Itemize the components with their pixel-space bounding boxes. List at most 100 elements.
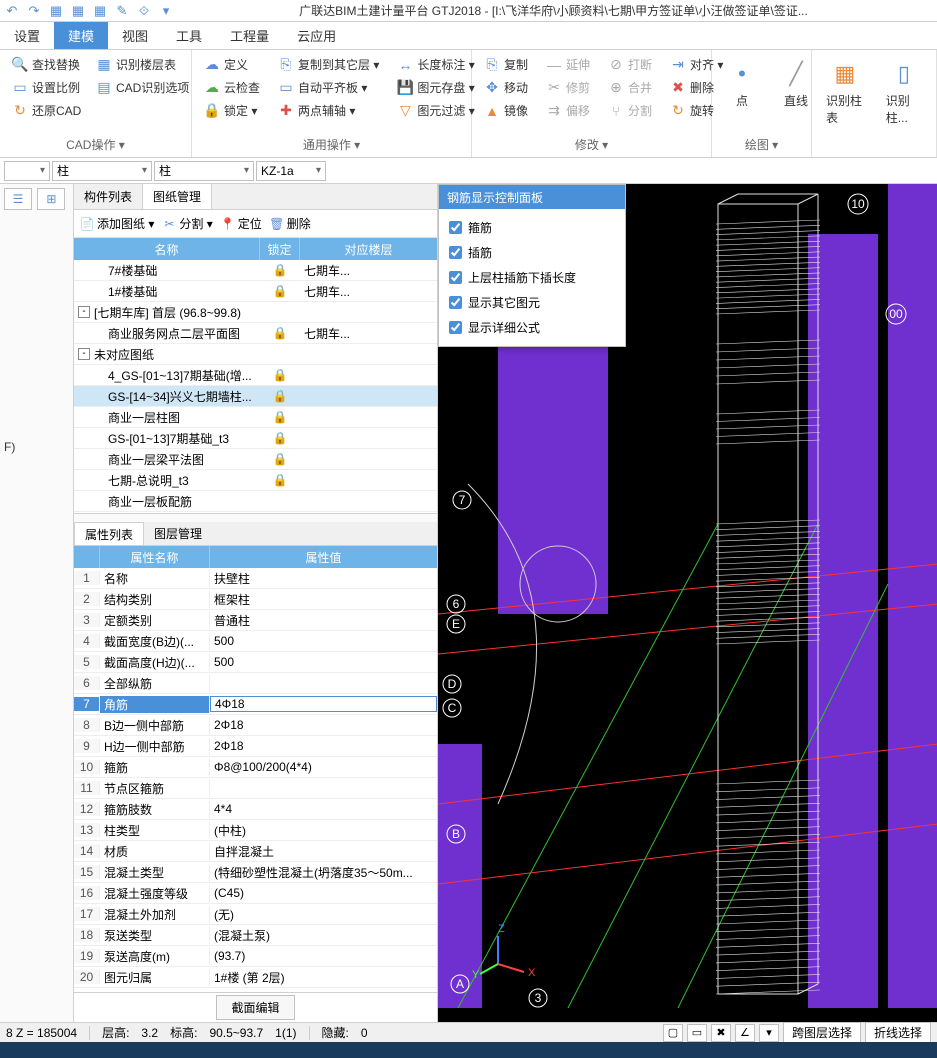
tree-toggle-icon[interactable]: - <box>78 306 90 318</box>
rebar-display-panel[interactable]: 钢筋显示控制面板 箍筋插筋上层柱插筋下插长度显示其它图元显示详细公式 <box>438 184 626 347</box>
prop-row[interactable]: 18泵送类型(混凝土泵) <box>74 925 437 946</box>
cad-options-button[interactable]: ▤CAD识别选项 <box>92 77 193 98</box>
prop-row[interactable]: 7角筋4Φ18 <box>74 694 437 715</box>
tab-drawing-mgmt[interactable]: 图纸管理 <box>143 184 212 209</box>
qat-icon-4[interactable]: ✎ <box>114 3 130 19</box>
tab-view[interactable]: 视图 <box>108 22 162 49</box>
prop-row[interactable]: 10箍筋Φ8@100/200(4*4) <box>74 757 437 778</box>
prop-value[interactable]: 普通柱 <box>210 612 437 629</box>
prop-value[interactable]: Φ8@100/200(4*4) <box>210 760 437 774</box>
tab-tools[interactable]: 工具 <box>162 22 216 49</box>
break-button[interactable]: ⊘打断 <box>604 54 656 75</box>
prop-row[interactable]: 19泵送高度(m)(93.7) <box>74 946 437 967</box>
recognize-column-table-button[interactable]: ▦识别柱表 <box>820 54 870 130</box>
prop-row[interactable]: 20图元归属1#楼 (第 2层) <box>74 967 437 988</box>
point-button[interactable]: •点 <box>720 54 764 113</box>
prop-value[interactable]: (无) <box>210 906 437 923</box>
rebar-checkbox[interactable]: 插筋 <box>449 244 615 261</box>
back-icon[interactable]: ↶ <box>4 3 20 19</box>
prop-row[interactable]: 15混凝土类型(特细砂塑性混凝土(坍落度35～50m... <box>74 862 437 883</box>
element-save-button[interactable]: 💾图元存盘 ▾ <box>393 77 478 98</box>
status-icon-1[interactable]: ▢ <box>663 1024 683 1042</box>
status-icon-3[interactable]: ✖ <box>711 1024 731 1042</box>
prop-value[interactable]: 2Φ18 <box>210 739 437 753</box>
split-button[interactable]: ✂分割 ▾ <box>162 215 212 232</box>
tab-quantity[interactable]: 工程量 <box>216 22 283 49</box>
status-icon-5[interactable]: ▾ <box>759 1024 779 1042</box>
selector-1[interactable] <box>4 161 50 181</box>
tree-row[interactable]: GS-[01~13]7期基础_t3🔒 <box>74 428 437 449</box>
prop-value[interactable]: 4Φ18 <box>210 696 437 712</box>
rebar-checkbox[interactable]: 箍筋 <box>449 219 615 236</box>
tab-component-list[interactable]: 构件列表 <box>74 184 143 209</box>
qat-dropdown-icon[interactable]: ▾ <box>158 3 174 19</box>
status-icon-4[interactable]: ∠ <box>735 1024 755 1042</box>
find-replace-button[interactable]: 🔍查找替换 <box>8 54 84 75</box>
trim-button[interactable]: ✂修剪 <box>542 77 594 98</box>
prop-value[interactable]: 500 <box>210 655 437 669</box>
tree-row[interactable]: 商业一层梁平法图🔒 <box>74 449 437 470</box>
tree-row[interactable]: 1#楼基础🔒七期车... <box>74 281 437 302</box>
prop-row[interactable]: 6全部纵筋 <box>74 673 437 694</box>
two-point-axis-button[interactable]: ✚两点辅轴 ▾ <box>274 100 383 121</box>
delete-drawing-button[interactable]: 🗑删除 <box>270 215 311 232</box>
prop-row[interactable]: 11节点区箍筋 <box>74 778 437 799</box>
tree-row[interactable]: 4_GS-[01~13]7期基础(增...🔒 <box>74 365 437 386</box>
lock-cell[interactable]: 🔒 <box>260 284 300 298</box>
tab-modeling[interactable]: 建模 <box>54 22 108 49</box>
tree-toggle-icon[interactable]: - <box>78 348 90 360</box>
tab-layers[interactable]: 图层管理 <box>144 522 212 545</box>
lock-cell[interactable]: 🔒 <box>260 473 300 487</box>
merge-button[interactable]: ⊕合并 <box>604 77 656 98</box>
lock-cell[interactable]: 🔒 <box>260 389 300 403</box>
mirror-button[interactable]: ▲镜像 <box>480 100 532 121</box>
lock-cell[interactable]: 🔒 <box>260 326 300 340</box>
define-button[interactable]: ☁定义 <box>200 54 264 75</box>
split-button[interactable]: ⑂分割 <box>604 100 656 121</box>
rebar-checkbox[interactable]: 显示其它图元 <box>449 294 615 311</box>
add-drawing-button[interactable]: 📄添加图纸 ▾ <box>80 215 154 232</box>
checkbox-input[interactable] <box>449 296 462 309</box>
qat-icon-3[interactable]: ▦ <box>92 3 108 19</box>
length-dim-button[interactable]: ↔长度标注 ▾ <box>393 54 478 75</box>
tree-row[interactable]: 七期-总说明_t3🔒 <box>74 470 437 491</box>
tree-row[interactable]: 商业一层柱图🔒 <box>74 407 437 428</box>
prop-value[interactable]: 1#楼 (第 2层) <box>210 969 437 986</box>
tree-row[interactable]: GS-[14~34]兴义七期墙柱...🔒 <box>74 386 437 407</box>
lock-cell[interactable]: 🔒 <box>260 452 300 466</box>
polyline-select-button[interactable]: 折线选择 <box>865 1022 931 1043</box>
lock-cell[interactable]: 🔒 <box>260 431 300 445</box>
tree-view-button[interactable]: ⊞ <box>37 188 65 210</box>
prop-row[interactable]: 14材质自拌混凝土 <box>74 841 437 862</box>
rebar-panel-title[interactable]: 钢筋显示控制面板 <box>439 185 625 209</box>
recognize-column-button[interactable]: ▯识别柱... <box>880 54 928 130</box>
prop-value[interactable]: 框架柱 <box>210 591 437 608</box>
auto-align-button[interactable]: ▭自动平齐板 ▾ <box>274 77 383 98</box>
prop-body[interactable]: 1名称扶壁柱2结构类别框架柱3定额类别普通柱4截面宽度(B边)(...5005截… <box>74 568 437 992</box>
checkbox-input[interactable] <box>449 321 462 334</box>
tree-row[interactable]: 商业一层板配筋 <box>74 491 437 512</box>
tab-cloud[interactable]: 云应用 <box>283 22 350 49</box>
tab-settings[interactable]: 设置 <box>0 22 54 49</box>
prop-value[interactable]: (93.7) <box>210 949 437 963</box>
list-view-button[interactable]: ☰ <box>4 188 32 210</box>
prop-row[interactable]: 1名称扶壁柱 <box>74 568 437 589</box>
section-edit-button[interactable]: 截面编辑 <box>216 995 294 1020</box>
set-scale-button[interactable]: ▭设置比例 <box>8 77 84 98</box>
status-icon-2[interactable]: ▭ <box>687 1024 707 1042</box>
copy-button[interactable]: ⎘复制 <box>480 54 532 75</box>
prop-row[interactable]: 9H边一侧中部筋2Φ18 <box>74 736 437 757</box>
prop-row[interactable]: 4截面宽度(B边)(...500 <box>74 631 437 652</box>
extend-button[interactable]: —延伸 <box>542 54 594 75</box>
lock-button[interactable]: 🔒锁定 ▾ <box>200 100 264 121</box>
checkbox-input[interactable] <box>449 271 462 284</box>
locate-button[interactable]: 📍定位 <box>221 215 262 232</box>
prop-value[interactable]: (C45) <box>210 886 437 900</box>
tree-row[interactable]: -未对应图纸 <box>74 344 437 365</box>
tree-row[interactable]: 商业服务网点二层平面图🔒七期车... <box>74 323 437 344</box>
rebar-checkbox[interactable]: 显示详细公式 <box>449 319 615 336</box>
prop-value[interactable]: (中柱) <box>210 822 437 839</box>
checkbox-input[interactable] <box>449 221 462 234</box>
prop-value[interactable]: 扶壁柱 <box>210 570 437 587</box>
prop-row[interactable]: 5截面高度(H边)(...500 <box>74 652 437 673</box>
